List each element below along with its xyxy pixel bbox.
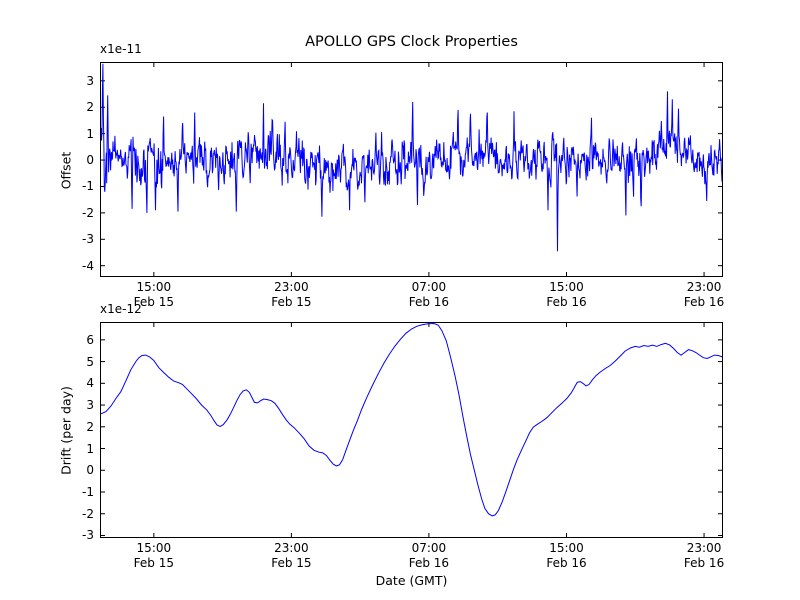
y-tick-label: 3: [86, 73, 94, 88]
y-tick-label: -3: [82, 232, 94, 247]
drift-plot-area: [100, 322, 723, 538]
offset-polyline: [101, 63, 722, 252]
x-tick-time-label: 15:00: [549, 541, 584, 555]
y-tick-label: 5: [86, 354, 94, 369]
x-tick-date-label: Feb 16: [408, 295, 450, 309]
y-tick-label: 0: [86, 463, 94, 478]
x-tick-date-label: Feb 16: [683, 556, 725, 570]
x-tick-date-label: Feb 16: [546, 556, 587, 570]
y-tick-label: 2: [86, 100, 94, 115]
x-tick-date-label: Feb 15: [133, 556, 175, 570]
x-tick-date-label: Feb 15: [271, 556, 312, 570]
chart-title: APOLLO GPS Clock Properties: [305, 34, 518, 50]
offset-axis-label: Offset: [58, 151, 74, 190]
y-tick-label: -2: [82, 506, 94, 521]
x-tick-time-label: 07:00: [411, 541, 447, 555]
y-tick-label: 1: [86, 126, 94, 141]
x-tick-time-label: 23:00: [274, 280, 309, 294]
drift-polyline: [101, 323, 722, 517]
y-tick-label: -2: [82, 205, 94, 220]
x-tick-time-label: 15:00: [549, 280, 584, 294]
x-tick-time-label: 23:00: [686, 280, 722, 294]
y-tick-label: -1: [82, 179, 94, 194]
x-tick-date-label: Feb 16: [683, 295, 725, 309]
drift-series-line: [101, 323, 722, 537]
y-tick-label: -3: [82, 528, 94, 543]
x-tick-time-label: 15:00: [136, 541, 172, 555]
y-tick-label: 0: [86, 153, 94, 168]
offset-plot-area: [100, 62, 723, 277]
x-tick-date-label: Feb 15: [271, 295, 312, 309]
y-tick-label: -4: [82, 258, 94, 273]
x-axis-label: Date (GMT): [375, 573, 448, 588]
offset-scale-label: x1e-11: [100, 42, 142, 56]
x-tick-time-label: 23:00: [686, 541, 722, 555]
x-tick-date-label: Feb 16: [408, 556, 450, 570]
y-tick-label: 2: [86, 419, 94, 434]
x-tick-time-label: 23:00: [274, 541, 309, 555]
x-tick-time-label: 07:00: [411, 280, 447, 294]
y-tick-label: 6: [86, 332, 94, 347]
y-tick-label: 1: [86, 441, 94, 456]
y-tick-label: -1: [82, 485, 94, 499]
x-tick-date-label: Feb 15: [133, 295, 175, 309]
y-tick-label: 4: [86, 376, 94, 391]
y-tick-label: 3: [86, 398, 94, 413]
offset-series-line: [101, 63, 722, 276]
x-tick-time-label: 15:00: [136, 280, 172, 294]
x-tick-date-label: Feb 16: [546, 295, 587, 309]
drift-scale-label: x1e-12: [100, 302, 142, 316]
